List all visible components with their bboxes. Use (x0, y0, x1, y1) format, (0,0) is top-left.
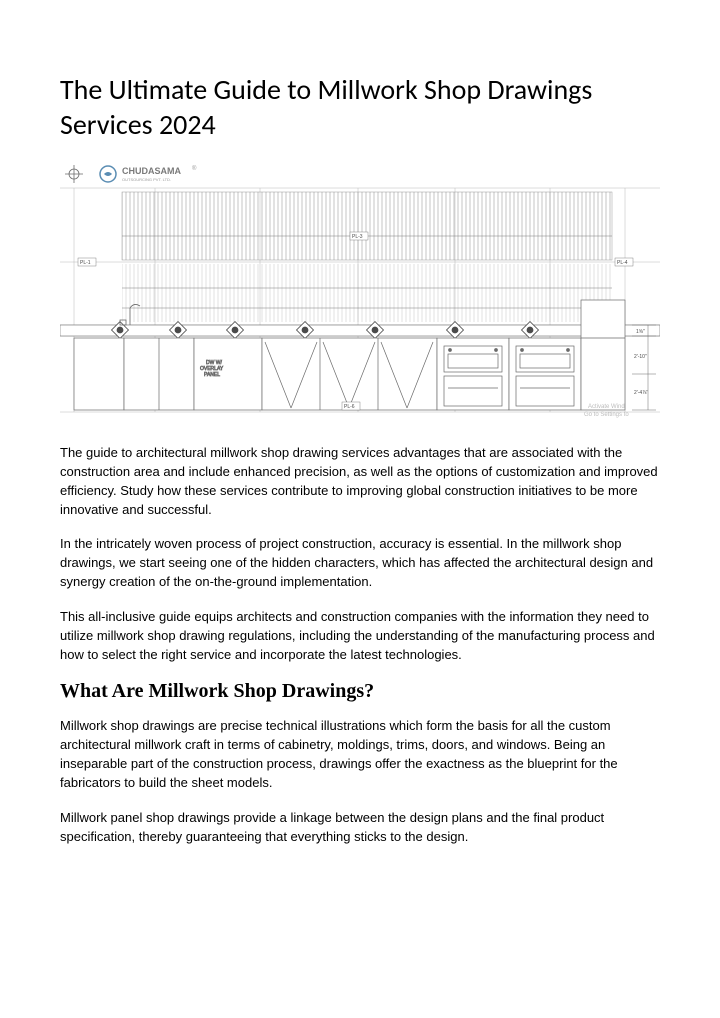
svg-text:PL-6: PL-6 (344, 404, 355, 410)
paragraph-4: Millwork shop drawings are precise techn… (60, 717, 660, 792)
svg-text:PL-3: PL-3 (352, 234, 363, 240)
paragraph-3: This all-inclusive guide equips architec… (60, 608, 660, 665)
svg-text:Activate Wind: Activate Wind (588, 404, 625, 410)
document-page: The Ultimate Guide to Millwork Shop Draw… (0, 0, 720, 903)
svg-text:OUTSOURCING PVT. LTD.: OUTSOURCING PVT. LTD. (122, 177, 171, 182)
svg-text:PL-4: PL-4 (617, 260, 628, 266)
millwork-drawing: CHUDASAMA OUTSOURCING PVT. LTD. ® (60, 160, 660, 420)
svg-text:PL-1: PL-1 (80, 260, 91, 266)
svg-text:2'-10": 2'-10" (634, 354, 647, 360)
svg-text:Go to Settings to: Go to Settings to (584, 412, 629, 418)
section-heading-1: What Are Millwork Shop Drawings? (60, 680, 660, 703)
svg-text:1⅝": 1⅝" (636, 329, 645, 335)
svg-text:CHUDASAMA: CHUDASAMA (122, 166, 181, 176)
svg-text:PANEL: PANEL (204, 372, 220, 378)
svg-text:®: ® (192, 165, 197, 172)
paragraph-2: In the intricately woven process of proj… (60, 535, 660, 592)
paragraph-1: The guide to architectural millwork shop… (60, 444, 660, 519)
paragraph-5: Millwork panel shop drawings provide a l… (60, 809, 660, 847)
page-title: The Ultimate Guide to Millwork Shop Draw… (60, 72, 660, 142)
svg-text:2'-4⅞": 2'-4⅞" (634, 390, 648, 396)
